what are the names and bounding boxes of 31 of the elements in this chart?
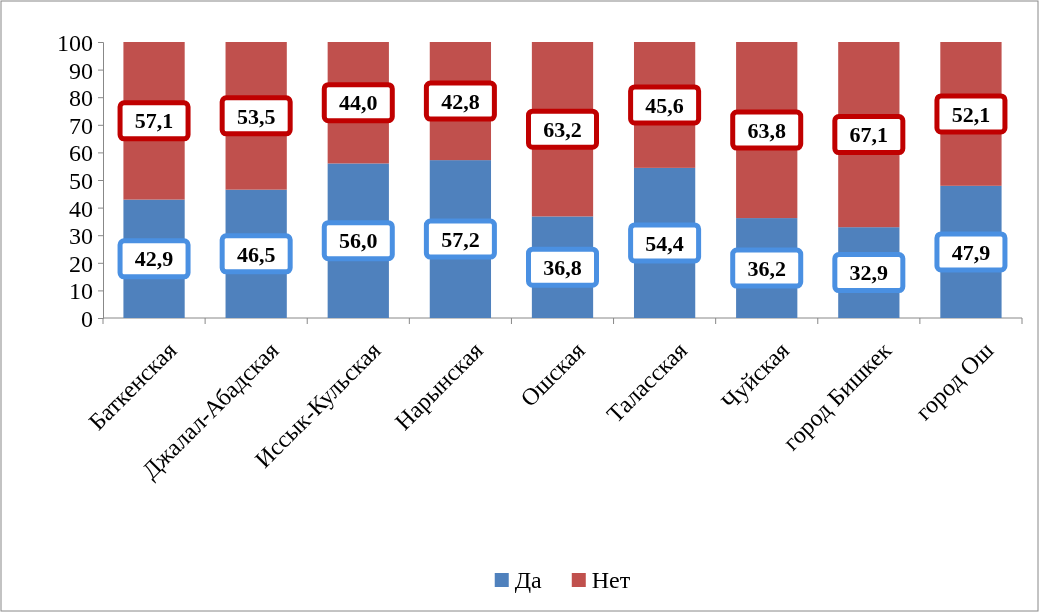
y-tick-label: 20 [69,250,93,277]
data-label: 32,9 [849,260,889,286]
data-label: 57,2 [441,226,480,252]
data-label: 53,5 [236,103,276,129]
data-label: 63,8 [747,117,786,143]
data-label: 56,0 [339,228,378,254]
data-label: 44,0 [339,90,378,116]
data-label: 67,1 [849,122,889,148]
y-tick-label: 60 [69,140,93,167]
data-label: 42,9 [134,246,174,272]
data-label: 46,5 [236,241,276,267]
y-tick-label: 90 [69,57,93,84]
y-tick-label: 70 [69,112,93,139]
data-label: 47,9 [951,239,991,265]
y-tick-label: 50 [69,167,93,194]
y-tick-label: 0 [81,305,93,332]
data-label: 54,4 [645,230,684,256]
legend-label: Да [514,567,543,594]
data-label: 36,8 [543,254,582,280]
y-tick-label: 30 [69,223,93,250]
y-tick-label: 80 [69,85,93,112]
data-label: 52,1 [951,101,991,127]
y-tick-label: 100 [57,29,93,56]
data-label: 45,6 [645,92,684,118]
y-tick-label: 40 [69,195,93,222]
data-label: 57,1 [134,108,174,134]
data-label: 63,2 [543,116,582,142]
legend-label: Нет [591,567,631,594]
y-tick-label: 10 [69,278,93,305]
data-label: 42,8 [441,88,480,114]
data-label: 36,2 [747,255,786,281]
